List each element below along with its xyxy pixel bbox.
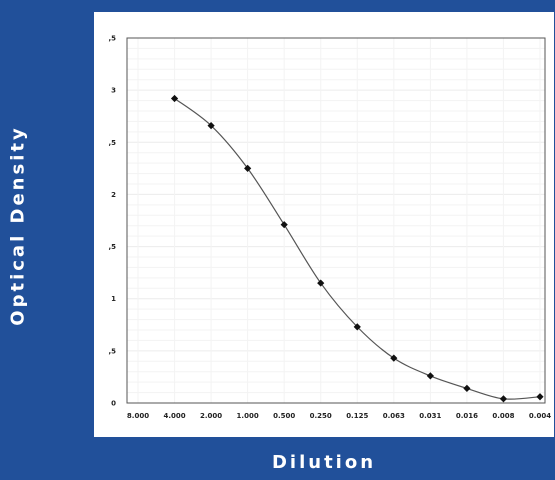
- data-point-marker: [390, 354, 398, 362]
- y-axis-title-text: Optical Density: [7, 124, 29, 326]
- x-tick-label: 0.500: [273, 412, 295, 420]
- data-point-marker: [244, 164, 252, 172]
- x-tick-label: 0.125: [346, 412, 368, 420]
- x-tick-label: 2.000: [200, 412, 222, 420]
- x-tick-label: 0.016: [456, 412, 478, 420]
- data-point-marker: [499, 395, 508, 403]
- chart-panel: ,5 3 ,5 2 ,5 1 ,5 0 8.000 4.000 2.000 1.000 0.500 0.2…: [94, 12, 554, 437]
- x-tick-label: 0.008: [492, 412, 514, 420]
- x-tick-label: 0.004: [529, 412, 551, 420]
- plot-frame: [126, 37, 546, 404]
- y-tick-label: 0: [111, 400, 116, 408]
- x-tick-label: 0.250: [310, 412, 332, 420]
- x-tick-label: 0.063: [383, 412, 405, 420]
- y-tick-label: 1: [111, 295, 116, 303]
- data-point-marker: [280, 221, 288, 229]
- data-point-marker: [207, 122, 215, 130]
- y-axis-title: Optical Density: [0, 90, 36, 360]
- y-tick-label: ,5: [108, 347, 116, 355]
- y-tick-label: ,5: [108, 243, 116, 251]
- data-point-marker: [536, 393, 544, 401]
- data-point-marker: [463, 384, 471, 392]
- x-tick-label: 1.000: [237, 412, 259, 420]
- data-point-marker: [353, 323, 361, 331]
- x-tick-label: 0.031: [419, 412, 441, 420]
- x-tick-label: 8.000: [127, 412, 149, 420]
- x-tick-label: 4.000: [163, 412, 185, 420]
- x-axis-title: Dilution: [271, 452, 377, 473]
- y-tick-label: ,5: [108, 139, 116, 147]
- y-tick-label: ,5: [108, 35, 116, 43]
- y-tick-label: 2: [111, 191, 116, 199]
- od-dilution-chart: ,5 3 ,5 2 ,5 1 ,5 0 8.000 4.000 2.000 1.000 0.500 0.2…: [108, 35, 551, 421]
- data-point-marker: [426, 372, 434, 380]
- y-tick-label: 3: [111, 87, 116, 95]
